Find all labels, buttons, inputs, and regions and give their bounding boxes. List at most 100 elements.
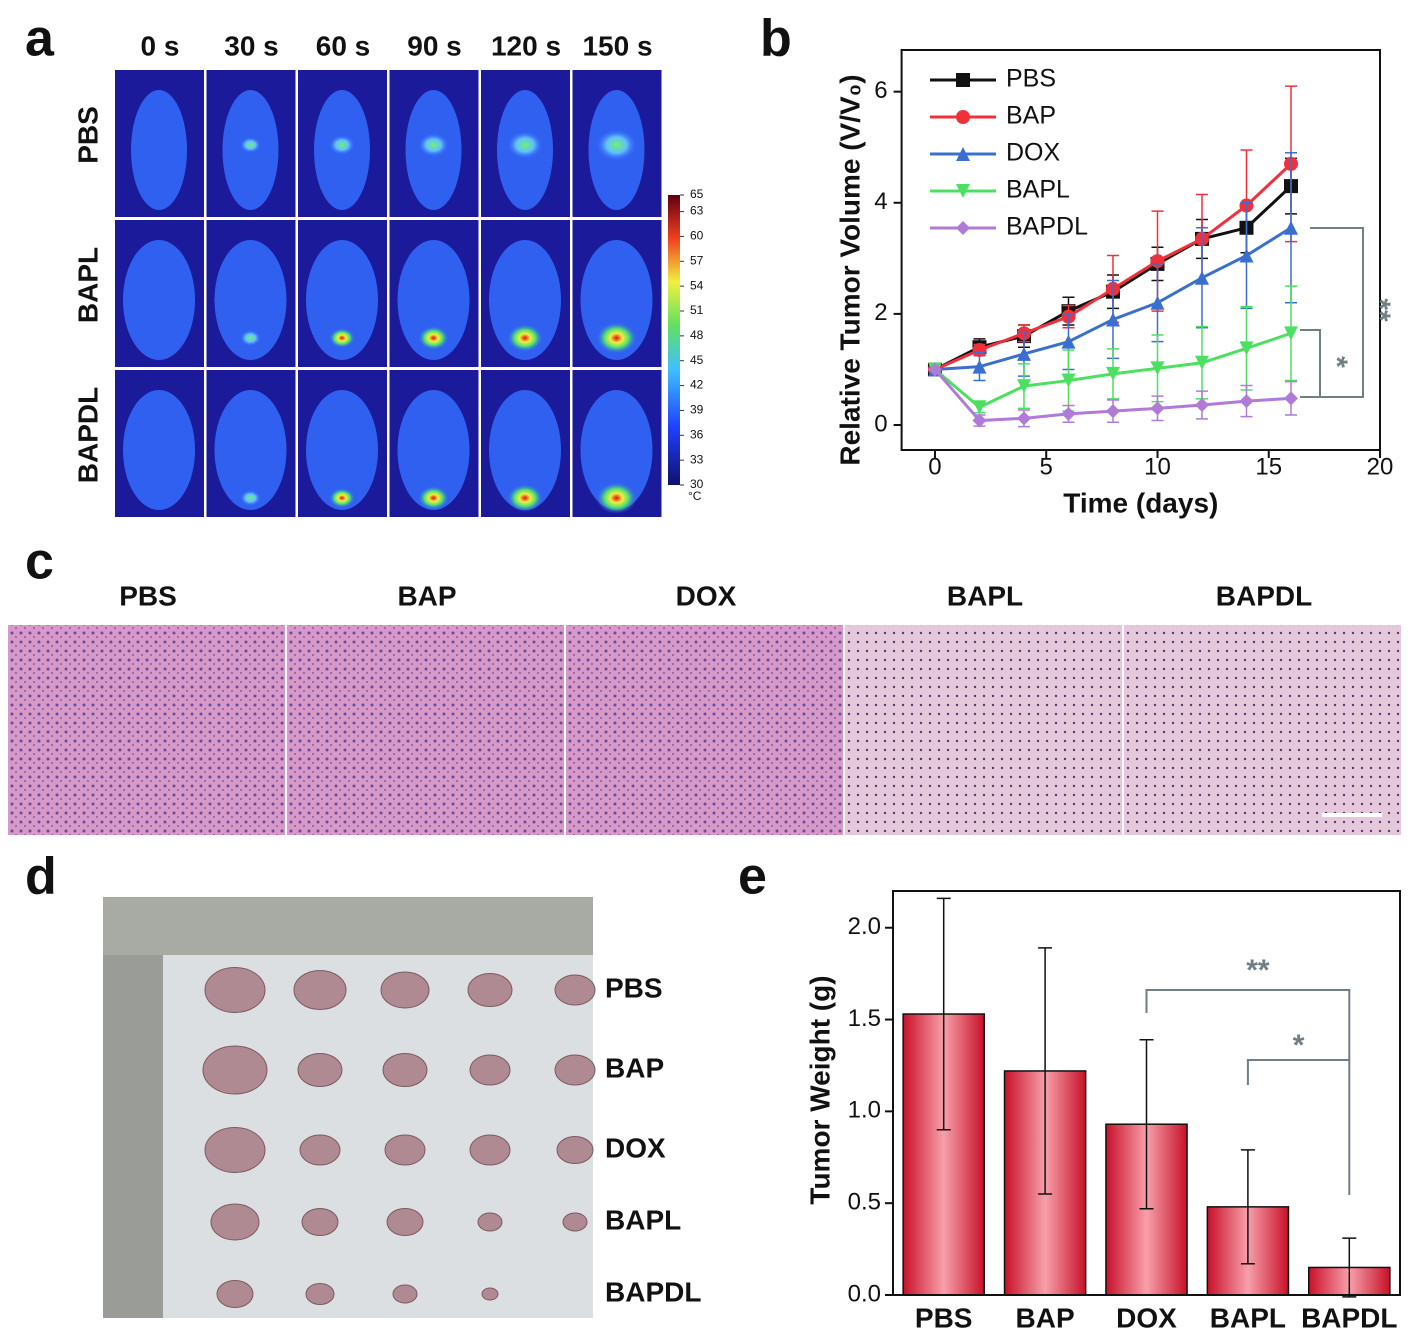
group-label: PBS (72, 106, 103, 164)
y-tick-label: 2 (874, 299, 887, 326)
panel-label: d (25, 848, 57, 906)
marker (1194, 270, 1209, 285)
y-tick-label: 2.0 (848, 913, 881, 940)
legend-marker (956, 184, 970, 198)
hot-spot (507, 484, 543, 512)
ruler (103, 897, 593, 955)
hot-spot (418, 133, 449, 157)
panel-label: e (738, 848, 767, 906)
marker (1150, 361, 1165, 376)
hot-spot (329, 328, 355, 348)
colorbar (668, 195, 680, 485)
colorbar-unit: °C (688, 489, 702, 503)
marker (927, 362, 942, 377)
legend-label: BAPL (1006, 176, 1070, 204)
colorbar-label: 54 (690, 278, 704, 292)
hot-spot (507, 324, 543, 352)
tumor (384, 1134, 426, 1166)
x-tick-label: BAP (1016, 1302, 1075, 1333)
x-tick-label: 20 (1367, 453, 1394, 480)
tumor (467, 973, 513, 1007)
marker (1150, 295, 1165, 310)
tumor (293, 970, 347, 1010)
y-tick-label: 6 (874, 77, 887, 104)
group-label: DOX (676, 580, 737, 611)
mouse-body (214, 240, 287, 360)
plot-frame (900, 49, 1381, 451)
mouse-body (131, 90, 187, 210)
group-label: BAPDL (72, 387, 103, 483)
tumor (305, 1283, 335, 1305)
legend-label: BAPDL (1006, 213, 1088, 241)
tumor (299, 1134, 341, 1166)
bracket (1246, 1059, 1350, 1085)
legend-marker (956, 221, 970, 235)
group-label: DOX (605, 1132, 666, 1163)
tumor (469, 1054, 511, 1086)
tumor (202, 1045, 268, 1095)
tumor (210, 1203, 260, 1241)
bracket (1310, 227, 1364, 398)
mouse-body (580, 240, 653, 360)
tumor (297, 1053, 343, 1087)
time-label: 120 s (491, 30, 561, 61)
mouse-body (397, 240, 470, 360)
bracket (1300, 329, 1321, 398)
marker (1105, 404, 1120, 419)
marker (1194, 398, 1209, 412)
group-label: PBS (119, 580, 177, 611)
hot-spot (418, 326, 449, 350)
tumor (562, 1212, 588, 1232)
legend-marker (956, 110, 970, 124)
tumor (382, 1053, 428, 1087)
hot-spot (240, 490, 261, 506)
histology-image (8, 625, 285, 835)
y-tick-label: 0.0 (848, 1280, 881, 1307)
panel-label: c (25, 533, 54, 591)
marker (1283, 220, 1298, 235)
tumor (301, 1208, 339, 1236)
group-label: BAPL (947, 580, 1023, 611)
histology-image (566, 625, 843, 835)
error-bar (1139, 1039, 1154, 1210)
y-tick-label: 0 (874, 410, 887, 437)
histology-image (1124, 625, 1401, 835)
time-label: 60 s (316, 30, 371, 61)
x-tick-label: 15 (1255, 453, 1282, 480)
significance: * (1293, 1029, 1305, 1062)
plot-frame (892, 890, 1401, 1296)
group-label: BAP (397, 580, 456, 611)
y-tick-label: 1.0 (848, 1097, 881, 1124)
mouse-body (123, 390, 195, 510)
x-axis-label: Time (days) (1063, 487, 1218, 518)
marker (1016, 411, 1031, 426)
tumor (204, 967, 266, 1013)
legend-label: BAP (1006, 102, 1056, 130)
mouse-body (489, 390, 561, 510)
mouse-body (306, 390, 378, 510)
bracket (1145, 989, 1351, 1195)
hot-spot (240, 330, 261, 346)
colorbar-label: 42 (690, 378, 704, 392)
mouse-body (580, 390, 653, 510)
group-label: BAPDL (605, 1276, 701, 1307)
hot-spot (329, 135, 355, 155)
legend-label: PBS (1006, 65, 1056, 93)
marker (1194, 355, 1209, 370)
error-bar (936, 897, 951, 1131)
mouse-body (489, 240, 561, 360)
colorbar-label: 48 (690, 328, 704, 342)
significance: ** (1246, 954, 1270, 987)
x-tick-label: BAPDL (1301, 1302, 1397, 1333)
hot-spot (596, 129, 637, 161)
panel-label: b (760, 10, 792, 68)
panel-label: a (25, 10, 55, 68)
x-tick-label: DOX (1116, 1302, 1177, 1333)
marker (1061, 334, 1076, 349)
x-tick-label: 5 (1040, 453, 1053, 480)
legend-marker (956, 147, 970, 161)
legend-marker (956, 73, 970, 87)
tumor (469, 1134, 511, 1166)
photo (103, 897, 593, 1318)
